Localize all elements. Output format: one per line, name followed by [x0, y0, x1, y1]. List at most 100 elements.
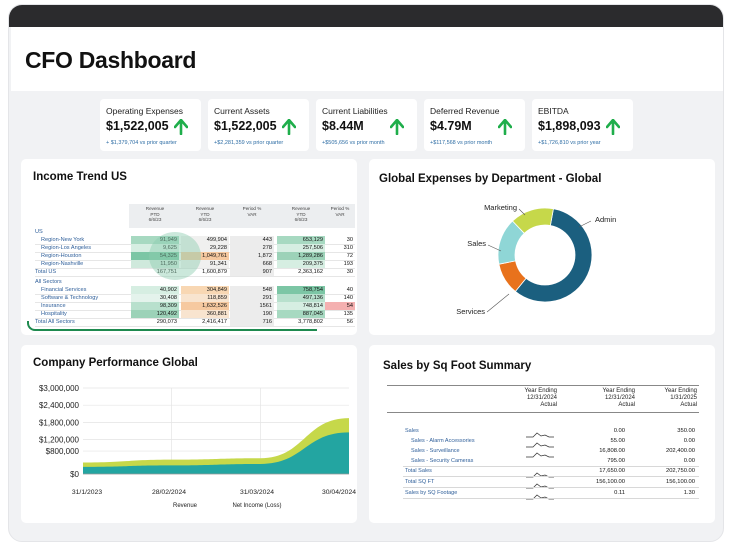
income-col-header-line: Period % [330, 206, 350, 211]
kpi-comparison: +$1,726,810 vs prior year [538, 140, 601, 146]
income-row-label[interactable]: Region-New York [41, 237, 85, 243]
income-col-header-line: 6/6/23 [148, 217, 162, 222]
kpi-card[interactable]: EBITDA $1,898,093 +$1,726,810 vs prior yea… [532, 99, 633, 151]
sqft-col-header-line: Year Ending [524, 388, 557, 394]
kpi-value: $1,522,005 [106, 119, 169, 133]
arrow-up-icon [173, 118, 189, 136]
sales-sqft-title: Sales by Sq Foot Summary [383, 360, 532, 372]
sqft-value: 55.00 [610, 438, 625, 444]
kpi-card[interactable]: Deferred Revenue $4.79M +$117,568 vs prior… [424, 99, 525, 151]
income-row-label[interactable]: Hospitality [41, 311, 67, 317]
sqft-col-header: Year Ending 1/31/2025 Actual [627, 388, 697, 409]
income-cell: 1,632,526 [181, 302, 229, 310]
sqft-row-label[interactable]: Total Sales [405, 468, 432, 474]
income-cell: 1,289,286 [277, 252, 325, 260]
income-cell: 40 [346, 287, 353, 293]
income-row-label[interactable]: Total US [35, 269, 57, 275]
sqft-row-label[interactable]: Sales - Security Cameras [411, 458, 474, 464]
sqft-value: 795.00 [607, 458, 625, 464]
income-cell: 548 [230, 286, 274, 294]
income-col-header: Period % VAR [325, 206, 355, 217]
income-trend-card: Income Trend US Revenue PTD 6/6/23 Revenue Y… [21, 159, 357, 335]
arrow-up-icon [281, 118, 297, 136]
sqft-value: 156,100.00 [595, 479, 625, 485]
income-cell: 716 [230, 318, 274, 326]
income-col-header-line: 6/6/23 [294, 217, 308, 222]
sqft-value: 0.00 [613, 428, 625, 434]
sqft-value: 16,808.00 [599, 448, 625, 454]
income-col-header-line: VAR [247, 211, 257, 217]
income-cell: 40,902 [131, 286, 179, 294]
income-row-label[interactable]: Total All Sectors [35, 319, 75, 325]
y-tick-label: $0 [70, 470, 79, 479]
kpi-label: EBITDA [538, 106, 569, 116]
income-group-label: All Sectors [35, 279, 62, 285]
income-row-label[interactable]: Financial Services [41, 287, 87, 293]
kpi-card[interactable]: Current Assets $1,522,005 +$2,281,359 vs p… [208, 99, 309, 151]
income-cell: 360,881 [181, 310, 229, 318]
donut-leader-line [518, 208, 526, 216]
donut-leader-line [487, 244, 502, 252]
kpi-value: $4.79M [430, 119, 472, 133]
sparkline-icon [525, 446, 555, 458]
income-row-divider [35, 326, 355, 327]
y-tick-label: $3,000,000 [39, 384, 80, 393]
sparkline-icon [525, 426, 555, 438]
income-col-header-line: Revenue [145, 206, 165, 211]
donut-label: Marketing [484, 203, 517, 212]
income-cell: 499,904 [181, 236, 229, 244]
performance-area-chart: $3,000,000 $2,400,000 $1,800,000 $1,200,000… [39, 384, 356, 509]
sqft-col-header-line: 1/31/2025 [670, 395, 697, 401]
income-header-band [129, 204, 355, 228]
sqft-header-rule [387, 385, 699, 386]
kpi-card[interactable]: Current Liabilities $8.44M +$505,656 vs pr… [316, 99, 417, 151]
income-cell: 257,506 [277, 244, 325, 252]
income-cell: 443 [230, 236, 274, 244]
income-col-header-line: PTD [150, 211, 160, 217]
area-series-revenue[interactable] [83, 418, 349, 474]
sqft-row-label[interactable]: Sales by SQ Footage [405, 490, 458, 496]
sqft-row-divider [403, 487, 699, 488]
donut-slice-admin[interactable] [514, 208, 593, 303]
income-cell: 1,049,761 [181, 252, 229, 260]
sqft-col-header-line: 12/31/2024 [526, 395, 557, 401]
sqft-row-label[interactable]: Sales - Alarm Accessories [411, 438, 475, 444]
income-cell: 668 [230, 260, 274, 268]
income-col-header: Revenue PTD 6/6/23 [131, 206, 179, 223]
donut-leader-line [486, 293, 510, 313]
area-series-net-income[interactable] [83, 432, 349, 474]
income-cell: 497,136 [277, 294, 325, 302]
sqft-row-label[interactable]: Total SQ FT [405, 479, 435, 485]
sqft-value: 156,100.00 [665, 479, 695, 485]
income-cell: 118,859 [181, 294, 229, 302]
income-cell: 91,949 [131, 236, 179, 244]
income-cell: 907 [230, 268, 274, 276]
kpi-label: Deferred Revenue [430, 106, 500, 116]
y-tick-label: $1,200,000 [39, 436, 80, 445]
arrow-up-icon [389, 118, 405, 136]
income-row-label[interactable]: Region-Los Angeles [41, 245, 92, 251]
sqft-row-label[interactable]: Sales - Surveillance [411, 448, 460, 454]
sqft-value: 0.11 [614, 490, 625, 496]
income-cell: 193 [343, 261, 353, 267]
income-col-header-line: 6/6/23 [198, 217, 212, 222]
sqft-row-label[interactable]: Sales [405, 428, 419, 434]
income-col-header-line: Revenue [291, 206, 311, 211]
y-tick-label: $800,000 [46, 447, 80, 456]
income-cell: 54 [325, 302, 355, 310]
income-row-divider [35, 276, 355, 277]
sparkline-icon [525, 477, 555, 489]
kpi-comparison: +$117,568 vs prior month [430, 140, 493, 146]
income-col-header-line: Revenue [195, 206, 215, 211]
income-row-label[interactable]: Region-Houston [41, 253, 82, 259]
income-row-label[interactable]: Insurance [41, 303, 66, 309]
kpi-card[interactable]: Operating Expenses $1,522,005 + $1,379,704… [100, 99, 201, 151]
income-col-header-line: Period % [242, 206, 262, 211]
company-performance-card: Company Performance Global $3,000,000 $2,… [21, 345, 357, 523]
income-row-label[interactable]: Software & Technology [41, 295, 99, 301]
income-row-divider [35, 268, 355, 269]
x-tick-label: 28/02/2024 [152, 489, 186, 496]
income-row-label[interactable]: Region-Nashville [41, 261, 84, 267]
y-tick-label: $2,400,000 [39, 401, 80, 410]
donut-slice-marketing[interactable] [511, 207, 554, 234]
